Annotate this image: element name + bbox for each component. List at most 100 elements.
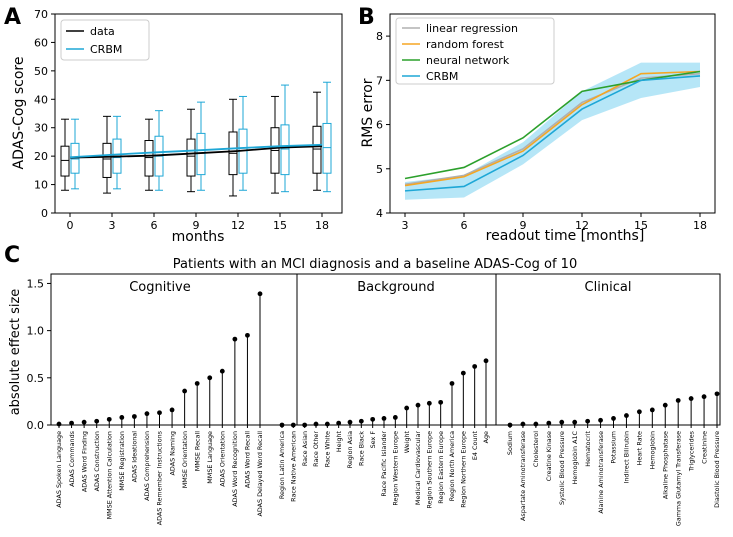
panel-c-stem-marker (546, 420, 552, 426)
panel-c-stem-marker (415, 402, 421, 408)
panel-c-xtick-label: Race Asian (301, 431, 309, 466)
panel-c-xtick-label: MMSE Orientation (181, 431, 189, 488)
panel-a-box-rect (280, 124, 290, 176)
panel-c-ytick-label: 0.5 (27, 372, 45, 385)
panel-c-xtick-label: Indirect Bilirubin (623, 431, 631, 484)
panel-c-xtick-label: Weight (403, 431, 411, 454)
panel-c-stem-marker (662, 402, 668, 408)
panel-c-xtick-label: MMSE Recall (193, 431, 201, 471)
panel-c-xtick-label: Diastolic Blood Pressure (713, 431, 721, 508)
panel-c-stem-cognitive (94, 418, 100, 425)
panel-c-xtick-label: Sex F (369, 431, 377, 449)
panel-b-legend-random-forest: random forest (426, 38, 505, 51)
panel-c-stem-marker (245, 332, 250, 338)
panel-a-box-rect (186, 138, 196, 177)
panel-c-stem-cognitive (219, 368, 225, 425)
panel-c-stem-background (381, 415, 387, 425)
panel-b-axes-frame (389, 13, 716, 214)
panel-c-xtick-label: Potassium (610, 431, 618, 464)
panel-a-xlabel: months (172, 229, 225, 245)
panel-a-box-rect (102, 142, 112, 178)
panel-c-stem-marker (460, 370, 466, 376)
panel-c-xtick-label: Race Pacific Islander (380, 431, 388, 497)
panel-c-stem-cognitive (169, 407, 175, 425)
panel-a-legend: data CRBM (60, 19, 150, 61)
panel-c-stem-marker (94, 418, 100, 424)
panel-c-stem-marker (675, 398, 681, 403)
panel-c-xtick-label: Region Western Europe (392, 431, 400, 506)
panel-b-band-crbm (405, 62, 700, 200)
panel-c-stem-clinical (649, 407, 655, 425)
panel-c-xtick-label: Race Black (358, 431, 366, 466)
panel-a-ytick-label: 30 (34, 122, 48, 135)
panel-a-box-crbm (196, 101, 206, 191)
panel-b-line-crbm (404, 75, 701, 192)
panel-c-stem-cognitive (207, 375, 213, 425)
panel-a-box-crbm (154, 110, 164, 191)
panel-c-stem-marker (559, 419, 565, 425)
panel-letter-b: B (358, 5, 375, 30)
panel-c-ytick-label: 0.0 (27, 419, 45, 432)
panel-c-stem-background (392, 415, 398, 425)
panel-c-xtick-label: Race White (324, 431, 332, 467)
panel-a-xtick-label: 18 (315, 219, 329, 232)
panel-c-stem-background (460, 370, 466, 425)
panel-a-ytick-label: 20 (34, 150, 48, 163)
panel-c-xtick-label: ADAS Remember Instructions (156, 430, 164, 525)
panel-c-ylabel: absolute effect size (8, 289, 23, 416)
panel-c-stem-marker (381, 415, 387, 421)
panel-c-stem-marker (358, 418, 364, 424)
panel-c-stem-cognitive (119, 415, 125, 425)
panel-c-stem-marker (701, 394, 707, 400)
panel-c-xtick-label: ADAS Delayed Word Recall (256, 431, 264, 517)
panel-a-ytick-label: 70 (34, 8, 48, 21)
panel-b-line-linear-regression (404, 72, 701, 186)
panel-c-xtick-label: ADAS Orientation (219, 431, 227, 487)
panel-c-title: Patients with an MCI diagnosis and a bas… (173, 257, 577, 272)
panel-b-ytick-label: 6 (376, 119, 383, 132)
panel-a-box-data (102, 115, 112, 194)
panel-b-legend-linear-regression: linear regression (426, 22, 518, 35)
panel-c-stem-marker (81, 419, 87, 425)
panel-c-stem-cognitive (106, 416, 112, 425)
panel-c-xtick-label: Hemoglobin A1C (571, 430, 579, 484)
panel-c-stem-marker (207, 375, 213, 381)
panel-a-axes-frame (54, 13, 343, 214)
panel-c-stem-cognitive (232, 336, 238, 425)
panel-a-box-crbm (70, 118, 80, 190)
panel-c-stem-clinical (688, 396, 694, 425)
panel-c-stem-clinical (624, 413, 629, 425)
panel-a-ytick-label: 0 (41, 207, 48, 220)
panel-a-box-data (312, 91, 322, 191)
panel-c-xtick-label: Heart Rate (636, 431, 644, 466)
panel-c-stem-marker (449, 381, 455, 386)
panel-c-stem-clinical (675, 398, 681, 425)
panel-b-xtick-label: 15 (634, 219, 648, 232)
panel-c-xtick-label: Region Northern Europe (460, 431, 468, 508)
panel-c-stem-clinical (572, 419, 578, 425)
panel-a-box-rect (322, 122, 332, 174)
panel-c-stem-clinical (559, 419, 565, 425)
panel-c-stem-marker (426, 400, 432, 406)
panel-b-xtick-label: 6 (461, 219, 468, 232)
panel-c-stem-marker (688, 396, 694, 401)
panel-c-xtick-label: ADAS Ideational (131, 431, 139, 483)
panel-c-stem-background (358, 418, 364, 425)
panel-c-stem-clinical (636, 409, 642, 425)
panel-c-xtick-label: Hematocrit (584, 431, 592, 467)
panel-a-ylabel: ADAS-Cog score (11, 57, 27, 170)
panel-b-xtick-label: 9 (520, 219, 527, 232)
panel-c-stem-cognitive (81, 419, 87, 425)
panel-c-stem-background (370, 416, 376, 425)
panel-c-stem-background (449, 381, 455, 425)
panel-c-stem-marker (119, 415, 125, 420)
panel-a-mean-line-crbm (69, 143, 323, 159)
panel-c-stemplot: Patients with an MCI diagnosis and a bas… (8, 257, 721, 526)
panel-c-stem-marker (182, 388, 188, 394)
panel-b-ytick-label: 8 (376, 30, 383, 43)
panel-c-stem-clinical (701, 394, 707, 425)
panel-c-group-cognitive: Cognitive (129, 280, 191, 295)
panel-c-xtick-label: E4 Count (471, 431, 479, 461)
panel-a-box-rect (144, 140, 154, 177)
